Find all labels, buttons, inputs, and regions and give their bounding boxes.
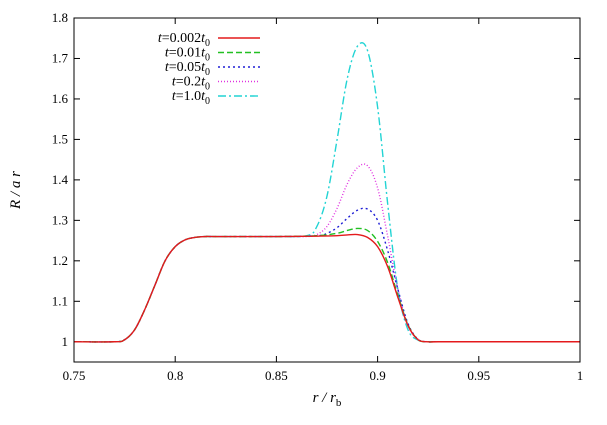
legend-label: t=0.05t0 (165, 60, 210, 78)
x-axis-ticks: 0.75 0.8 0.85 0.9 0.95 1 (63, 18, 584, 383)
legend-label: t=0.2t0 (172, 75, 210, 93)
x-tick-label: 0.95 (467, 368, 490, 383)
x-tick-label: 0.85 (265, 368, 288, 383)
plot-frame (73, 17, 581, 363)
series-line (73, 207, 580, 343)
y-tick-label: 1.4 (52, 172, 69, 187)
y-tick-label: 1 (62, 334, 69, 349)
y-tick-label: 1.6 (52, 91, 69, 106)
y-tick-label: 1.5 (52, 131, 68, 146)
y-tick-label: 1.3 (52, 212, 68, 227)
legend-label: t=1.0t0 (172, 89, 210, 107)
series-line (73, 227, 580, 343)
y-tick-label: 1.2 (52, 253, 68, 268)
x-axis-label: r / rb (313, 390, 342, 409)
series-line (73, 163, 580, 343)
series-layer (73, 42, 580, 343)
series-line (73, 42, 580, 343)
y-tick-label: 1.8 (52, 10, 68, 25)
legend-label: t=0.002t0 (158, 31, 210, 49)
y-tick-label: 1.7 (52, 50, 69, 65)
x-tick-label: 0.75 (63, 368, 86, 383)
y-axis-label: R / a r (8, 171, 24, 210)
x-tick-label: 0.9 (369, 368, 385, 383)
y-tick-label: 1.1 (52, 293, 68, 308)
x-tick-label: 1 (577, 368, 584, 383)
series-line (73, 233, 580, 343)
y-axis-ticks: 1 1.1 1.2 1.3 1.4 1.5 1.6 1.7 1.8 (52, 10, 580, 349)
x-tick-label: 0.8 (167, 368, 183, 383)
legend-label: t=0.01t0 (165, 46, 210, 64)
